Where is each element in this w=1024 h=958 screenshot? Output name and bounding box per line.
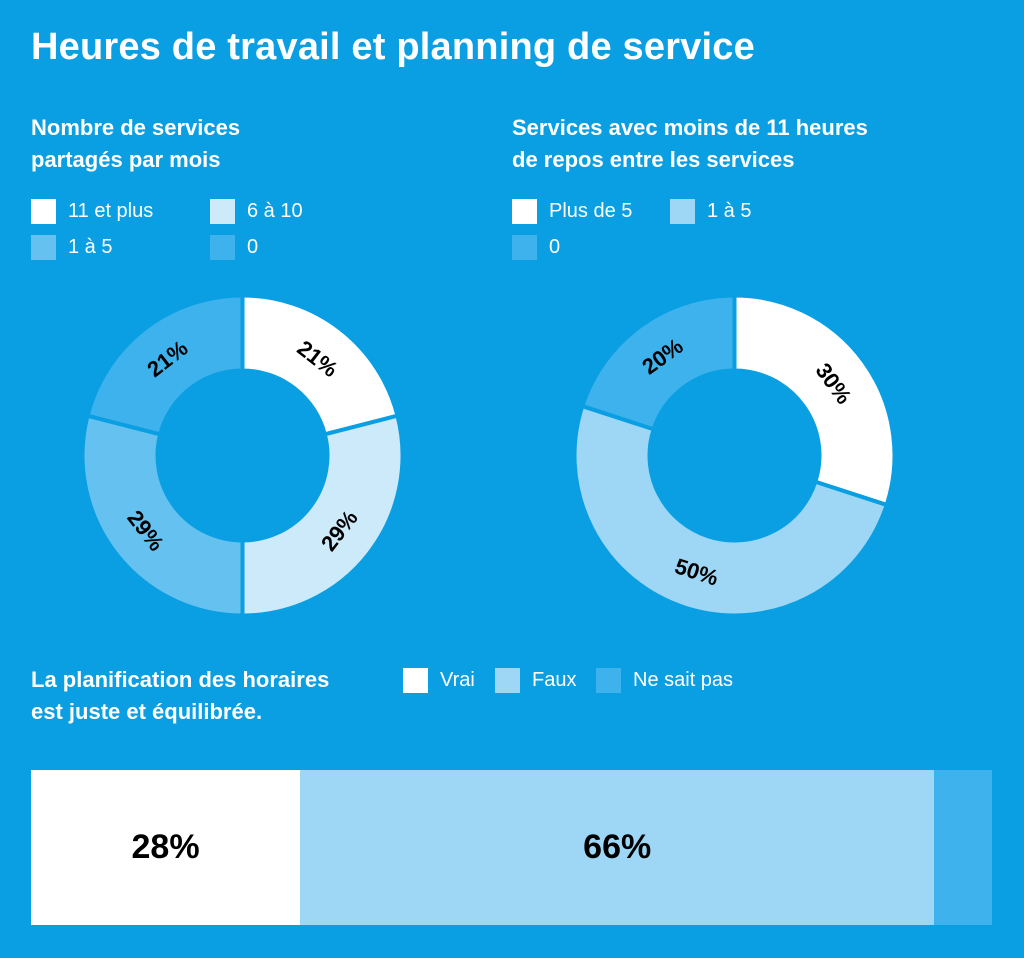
chart3-title-line-1: La planification des horaires bbox=[31, 667, 330, 692]
legend-swatch bbox=[596, 668, 621, 693]
donut2-slice-2 bbox=[579, 293, 737, 432]
chart3-title: La planification des horaires est juste … bbox=[31, 664, 451, 728]
chart2-title: Services avec moins de 11 heures de repo… bbox=[512, 112, 932, 176]
stacked-bar-segment-1: 66% bbox=[300, 770, 935, 925]
chart2-title-line-1: Services avec moins de 11 heures bbox=[512, 115, 868, 140]
chart3-title-line-2: est juste et équilibrée. bbox=[31, 699, 263, 724]
legend-label: 0 bbox=[247, 236, 259, 258]
legend-swatch bbox=[210, 235, 235, 260]
chart1-legend-6-10: 6 à 10 bbox=[210, 199, 303, 224]
legend-swatch bbox=[403, 668, 428, 693]
chart2-legend-plus-5: Plus de 5 bbox=[512, 199, 632, 224]
chart1-title: Nombre de services partagés par mois bbox=[31, 112, 451, 176]
donut2-slice-0 bbox=[732, 293, 897, 508]
chart3-legend-ne-sait-pas: Ne sait pas bbox=[596, 668, 733, 693]
legend-label: Faux bbox=[532, 669, 577, 691]
chart3-legend-faux: Faux bbox=[495, 668, 576, 693]
legend-swatch bbox=[495, 668, 520, 693]
chart1-title-line-2: partagés par mois bbox=[31, 147, 221, 172]
legend-label: 6 à 10 bbox=[247, 200, 303, 222]
stacked-bar-segment-2 bbox=[934, 770, 992, 925]
donut1-slice-2 bbox=[80, 413, 245, 618]
donut1-slice-0 bbox=[240, 293, 400, 437]
chart1-title-line-1: Nombre de services bbox=[31, 115, 241, 140]
legend-label: Vrai bbox=[440, 669, 475, 691]
legend-swatch bbox=[31, 235, 56, 260]
legend-swatch bbox=[512, 199, 537, 224]
chart1-legend-0: 0 bbox=[210, 235, 258, 260]
donut-chart-shared-services: 21%29%29%21% bbox=[80, 293, 405, 618]
stacked-bar-segment-0: 28% bbox=[31, 770, 301, 925]
chart1-legend-1-5: 1 à 5 bbox=[31, 235, 112, 260]
donut1-slice-1 bbox=[240, 413, 405, 618]
legend-label: 1 à 5 bbox=[68, 236, 113, 258]
stacked-bar-schedule-fairness: 28% 66% bbox=[31, 770, 992, 925]
legend-label: Plus de 5 bbox=[549, 200, 633, 222]
legend-swatch bbox=[670, 199, 695, 224]
donut2-slice-1 bbox=[572, 403, 890, 618]
legend-swatch bbox=[210, 199, 235, 224]
page-title: Heures de travail et planning de service bbox=[31, 26, 755, 68]
chart2-title-line-2: de repos entre les services bbox=[512, 147, 795, 172]
legend-label: Ne sait pas bbox=[633, 669, 734, 691]
chart3-legend-vrai: Vrai bbox=[403, 668, 475, 693]
legend-swatch bbox=[31, 199, 56, 224]
legend-label: 11 et plus bbox=[68, 200, 154, 222]
chart2-legend-1-5: 1 à 5 bbox=[670, 199, 751, 224]
chart1-legend-11-plus: 11 et plus bbox=[31, 199, 153, 224]
legend-label: 1 à 5 bbox=[707, 200, 752, 222]
donut-chart-rest-hours: 30%50%20% bbox=[572, 293, 897, 618]
legend-label: 0 bbox=[549, 236, 561, 258]
legend-swatch bbox=[512, 235, 537, 260]
donut1-slice-3 bbox=[85, 293, 245, 437]
chart2-legend-0: 0 bbox=[512, 235, 560, 260]
